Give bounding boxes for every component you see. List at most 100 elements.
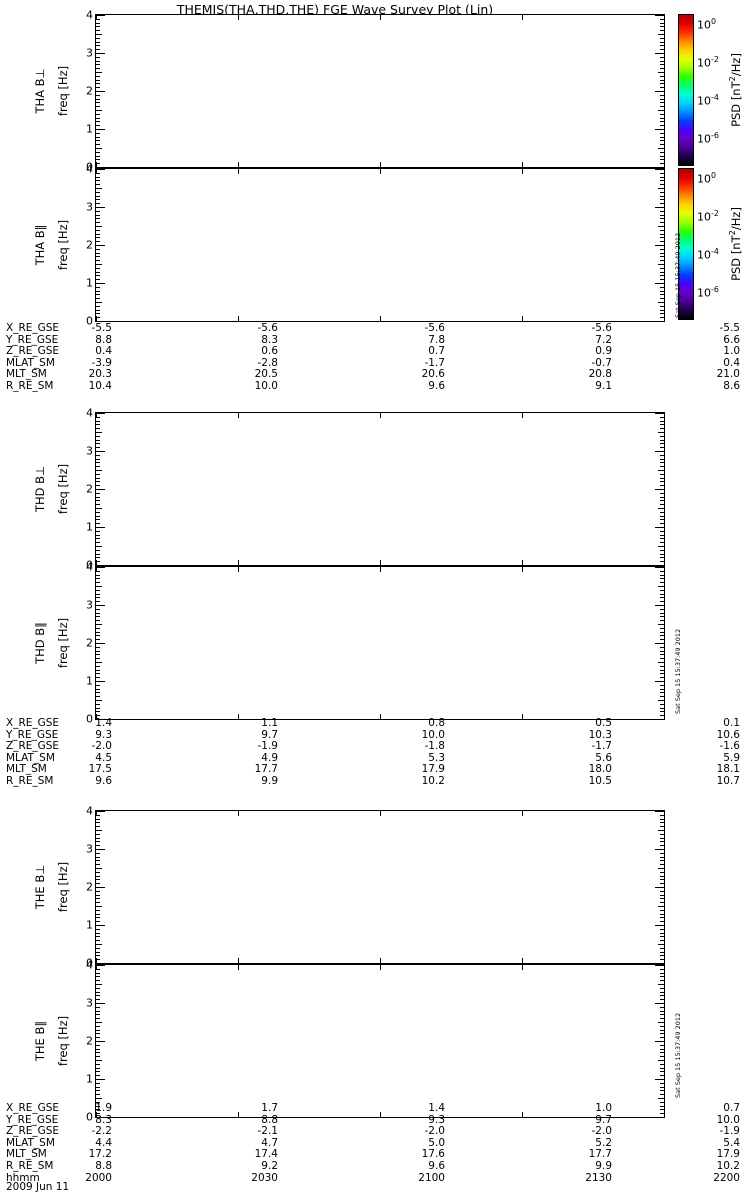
y-tick — [96, 515, 100, 517]
y-tick — [660, 589, 664, 591]
y-tick — [96, 822, 100, 824]
y-tick — [655, 811, 664, 812]
ephemeris-value: 9.3 — [428, 1113, 445, 1126]
y-tick — [655, 207, 664, 208]
y-tick — [96, 530, 100, 532]
y-tick — [660, 144, 664, 146]
y-tick — [660, 214, 664, 216]
page-title: THEMIS(THA,THD,THE) FGE Wave Survey Plot… — [176, 2, 494, 17]
spectrogram-panel-the-bperp[interactable]: 0 1 2 3 4 — [86, 806, 665, 969]
y-tick — [660, 1086, 664, 1088]
y-tick — [96, 15, 105, 16]
y-tick — [660, 155, 664, 157]
y-tick — [660, 41, 664, 43]
y-tick — [96, 1063, 100, 1065]
y-tick — [655, 925, 664, 926]
render-timestamp: Sat Sep 15 15:37:49 2012 — [674, 628, 682, 714]
y-tick — [660, 707, 664, 709]
y-tick — [96, 1086, 100, 1088]
spectrogram-panel-tha-bpar[interactable]: 0 1 2 3 4 — [86, 164, 665, 327]
y-tick — [660, 241, 664, 243]
y-tick — [96, 222, 100, 224]
y-tick — [96, 264, 102, 265]
y-tick-label: 4 — [86, 406, 93, 420]
y-tick — [96, 245, 105, 246]
y-tick — [96, 987, 100, 989]
y-tick — [96, 83, 100, 85]
y-tick — [660, 1071, 664, 1073]
spectrogram-panel-the-bpar[interactable]: 0 1 2 3 4 — [86, 960, 665, 1123]
y-tick — [96, 673, 100, 675]
y-tick — [660, 864, 664, 866]
y-tick — [660, 45, 664, 47]
y-tick — [660, 1018, 664, 1020]
y-tick — [660, 1094, 664, 1096]
y-tick — [96, 921, 100, 923]
y-tick — [96, 317, 100, 319]
y-tick — [96, 420, 100, 422]
y-tick — [96, 218, 100, 220]
y-tick — [660, 898, 664, 900]
y-tick — [660, 79, 664, 81]
x-tick — [380, 958, 381, 963]
y-tick — [660, 549, 664, 551]
y-tick — [96, 833, 100, 835]
y-tick — [96, 1094, 100, 1096]
y-tick — [660, 574, 664, 576]
y-tick — [660, 218, 664, 220]
colorbar-2[interactable] — [678, 168, 694, 320]
y-tick — [660, 500, 664, 502]
y-tick — [96, 252, 100, 254]
colorbar-1[interactable] — [678, 14, 694, 166]
ephemeris-value: 4.4 — [95, 1136, 112, 1149]
y-tick — [655, 53, 664, 54]
ephemeris-row: Z_RE_GSE 0.4 0.6 0.7 0.9 1.0 — [0, 346, 750, 358]
y-tick-label: 1 — [86, 276, 93, 290]
ephemeris-value: 9.7 — [595, 1113, 612, 1126]
y-tick-label: 3 — [86, 46, 93, 60]
y-tick — [658, 868, 664, 869]
ephemeris-value: 9.6 — [428, 379, 445, 392]
y-tick — [96, 462, 100, 464]
panel-label-thd-bperp: THD B⊥ — [33, 465, 47, 513]
y-tick — [96, 72, 102, 73]
y-tick — [96, 959, 100, 961]
spectrogram-panel-thd-bperp[interactable]: 0 1 2 3 4 — [86, 408, 665, 571]
ephemeris-value: 17.4 — [254, 1148, 278, 1161]
ephemeris-row-label: MLAT_SM — [6, 751, 55, 764]
colorbar-tick-label: 10-4 — [697, 93, 719, 108]
x-tick — [96, 162, 97, 167]
y-tick — [96, 313, 100, 315]
ephemeris-value: 10.2 — [716, 1159, 740, 1172]
y-tick — [96, 447, 100, 449]
y-tick — [96, 485, 100, 487]
y-tick — [660, 260, 664, 262]
y-tick — [96, 932, 100, 934]
y-tick — [96, 309, 100, 311]
y-tick — [660, 22, 664, 24]
y-tick — [96, 248, 100, 250]
date-label: 2009 Jun 11 — [6, 1181, 70, 1193]
ephemeris-value: 4.7 — [261, 1136, 278, 1149]
y-tick — [96, 286, 100, 288]
y-tick — [660, 991, 664, 993]
ephemeris-value: 8.3 — [261, 333, 278, 346]
y-tick-label: 0 — [86, 314, 93, 328]
y-tick — [660, 578, 664, 580]
ephemeris-value: 8.8 — [261, 1113, 278, 1126]
panel-label-tha-bperp: THA B⊥ — [33, 68, 47, 114]
y-tick — [660, 1105, 664, 1107]
y-tick — [658, 586, 664, 587]
y-tick — [96, 1018, 100, 1020]
ephemeris-row: Y_RE_GSE 8.3 8.8 9.3 9.7 10.0 — [0, 1113, 750, 1127]
y-tick — [96, 624, 102, 625]
y-tick — [96, 45, 100, 47]
y-tick — [96, 500, 100, 502]
y-tick — [96, 321, 105, 322]
y-tick — [96, 1025, 100, 1027]
spectrogram-panel-thd-bpar[interactable]: 0 1 2 3 4 — [86, 562, 665, 725]
ephemeris-value: 17.9 — [716, 1148, 740, 1161]
y-tick — [658, 34, 664, 35]
spectrogram-panel-tha-bperp[interactable]: 0 1 2 3 4 — [86, 10, 665, 173]
ephemeris-value: 18.1 — [716, 763, 740, 776]
